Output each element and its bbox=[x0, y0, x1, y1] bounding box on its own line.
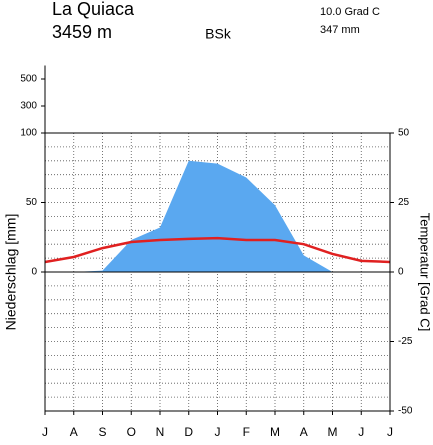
precipitation-area bbox=[45, 160, 390, 272]
x-tick-label: D bbox=[184, 425, 193, 439]
x-tick-label: O bbox=[127, 425, 136, 439]
climate-class: BSk bbox=[205, 26, 232, 42]
x-tick-label: S bbox=[98, 425, 106, 439]
y-axis-label: Niederschlag [mm] bbox=[3, 214, 19, 331]
mean-temperature: 10.0 Grad C bbox=[320, 6, 380, 18]
y-tick-label: 50 bbox=[26, 197, 38, 208]
y2-axis-label: Temperatur [Grad C] bbox=[418, 213, 433, 332]
x-tick-label: A bbox=[70, 425, 78, 439]
y2-tick-label: 50 bbox=[398, 128, 410, 139]
annual-precipitation: 347 mm bbox=[320, 24, 360, 36]
y2-tick-label: -25 bbox=[398, 336, 413, 347]
x-tick-label: N bbox=[156, 425, 165, 439]
y-tick-label: 100 bbox=[20, 128, 37, 139]
x-tick-label: F bbox=[243, 425, 250, 439]
y2-tick-label: -50 bbox=[398, 406, 413, 417]
chart-title: La Quiaca bbox=[52, 0, 135, 19]
y2-tick-label: 25 bbox=[398, 197, 410, 208]
y-tick-label: 300 bbox=[20, 101, 37, 112]
elevation: 3459 m bbox=[52, 22, 112, 42]
x-tick-label: A bbox=[300, 425, 308, 439]
y-tick-label: 0 bbox=[31, 267, 37, 278]
x-tick-label: J bbox=[42, 425, 48, 439]
x-tick-label: M bbox=[270, 425, 280, 439]
temperature-line bbox=[44, 236, 391, 264]
y2-tick-label: 0 bbox=[398, 267, 404, 278]
x-tick-label: M bbox=[328, 425, 338, 439]
x-tick-label: J bbox=[387, 425, 393, 439]
x-tick-label: J bbox=[358, 425, 364, 439]
y-tick-label: 500 bbox=[20, 74, 37, 85]
x-tick-label: J bbox=[215, 425, 221, 439]
